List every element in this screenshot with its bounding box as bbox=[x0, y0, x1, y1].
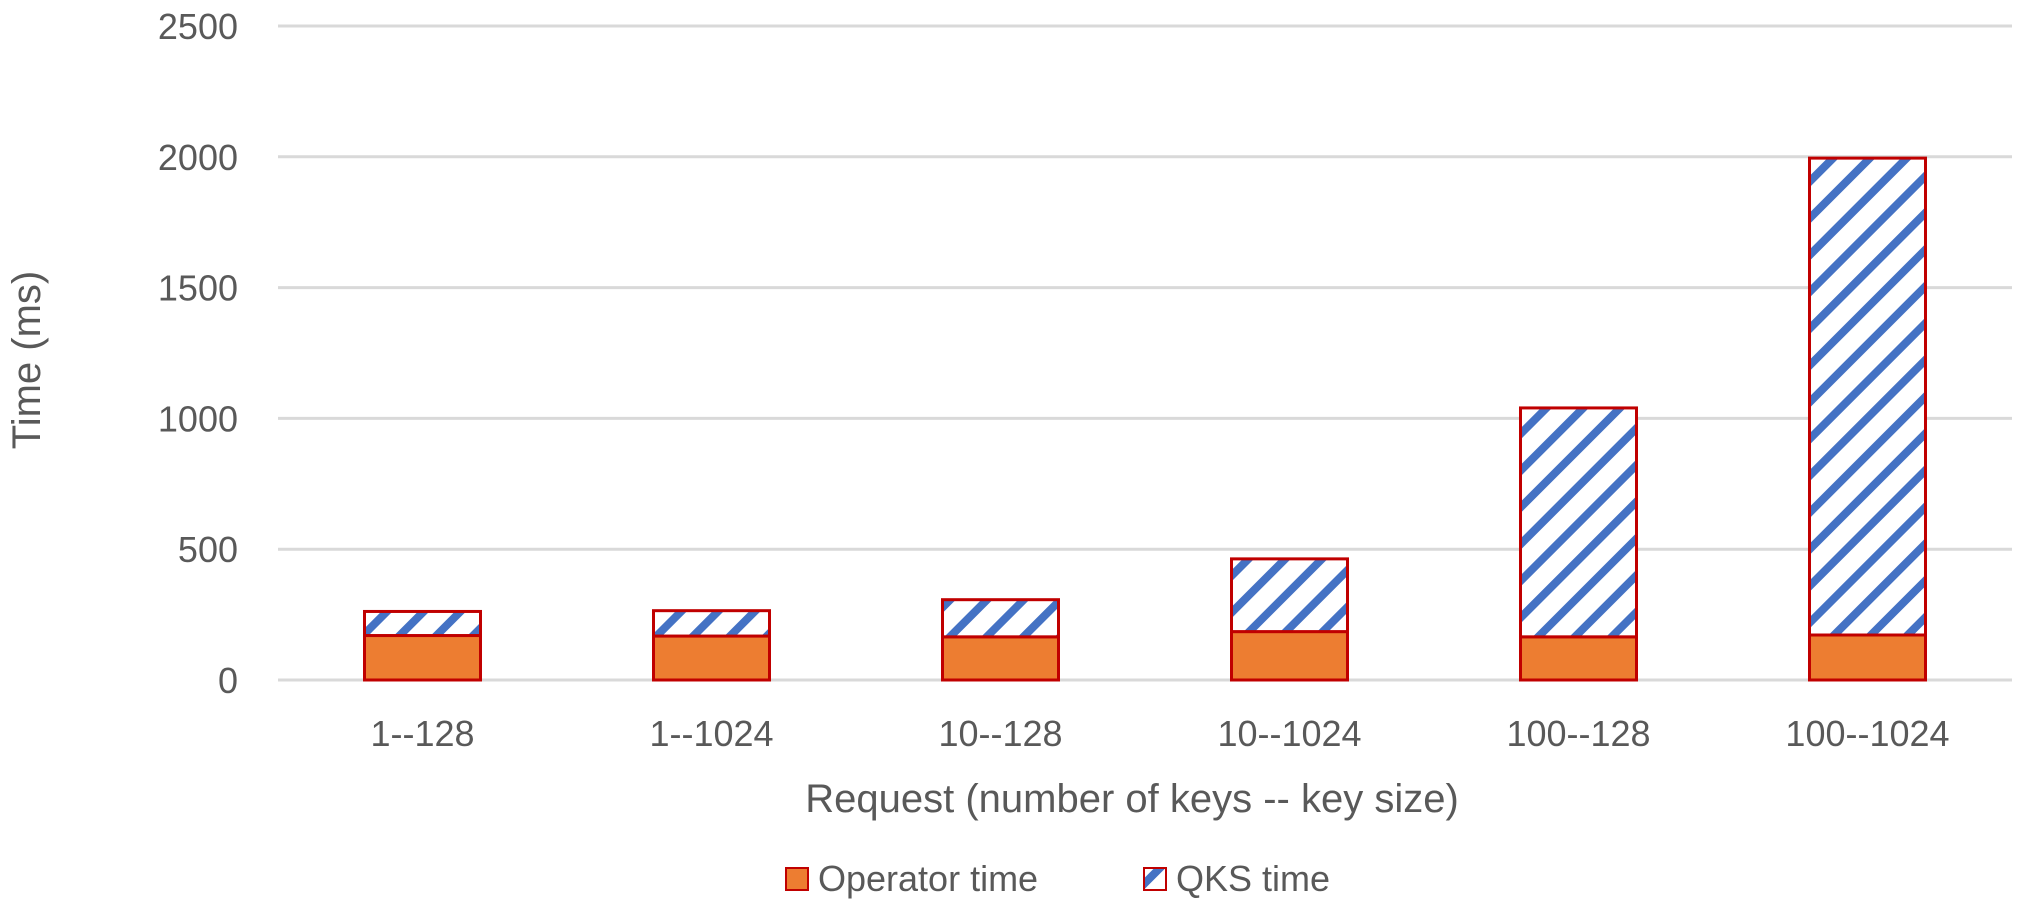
bar-operator-time-1--1024 bbox=[652, 634, 771, 682]
bar-operator-time-100--1024 bbox=[1808, 633, 1927, 682]
bar-qks-time-100--128 bbox=[1519, 406, 1638, 639]
bar-qks-time-1--1024 bbox=[652, 609, 771, 638]
bar-operator-time-10--1024 bbox=[1230, 630, 1349, 682]
bar-operator-time-10--128 bbox=[941, 635, 1060, 682]
y-axis-ticks: 0 500 1000 1500 2000 2500 bbox=[158, 6, 238, 701]
y-tick-label-1500: 1500 bbox=[158, 268, 238, 309]
gridlines bbox=[278, 24, 2012, 682]
x-tick-label-10--128: 10--128 bbox=[938, 713, 1062, 754]
legend-swatch-qks-time bbox=[1143, 867, 1167, 891]
y-tick-label-500: 500 bbox=[178, 529, 238, 570]
legend-label-qks-time: QKS time bbox=[1176, 858, 1330, 899]
bar-operator-time-100--128 bbox=[1519, 635, 1638, 682]
bar-operator-time-1--128 bbox=[363, 634, 482, 682]
x-tick-label-10--1024: 10--1024 bbox=[1217, 713, 1361, 754]
bar-qks-time-1--128 bbox=[363, 609, 482, 638]
x-tick-label-100--1024: 100--1024 bbox=[1785, 713, 1949, 754]
legend: Operator time QKS time bbox=[785, 858, 1330, 899]
y-tick-label-1000: 1000 bbox=[158, 398, 238, 439]
x-axis-ticks: 1--128 1--1024 10--128 10--1024 100--128 100-… bbox=[370, 713, 1949, 754]
bar-qks-time-10--128 bbox=[941, 598, 1060, 639]
legend-label-operator-time: Operator time bbox=[818, 858, 1038, 899]
x-tick-label-1--128: 1--128 bbox=[370, 713, 474, 754]
bar-qks-time-100--1024 bbox=[1808, 156, 1927, 637]
legend-swatch-operator-time bbox=[785, 867, 809, 891]
y-tick-label-0: 0 bbox=[218, 660, 238, 701]
bar-qks-time-10--1024 bbox=[1230, 557, 1349, 634]
x-axis-title: Request (number of keys -- key size) bbox=[805, 777, 1459, 821]
bars bbox=[363, 156, 1927, 682]
x-tick-label-100--128: 100--128 bbox=[1506, 713, 1650, 754]
y-axis-title: Time (ms) bbox=[5, 271, 49, 449]
x-tick-label-1--1024: 1--1024 bbox=[649, 713, 773, 754]
y-tick-label-2500: 2500 bbox=[158, 6, 238, 47]
y-tick-label-2000: 2000 bbox=[158, 137, 238, 178]
